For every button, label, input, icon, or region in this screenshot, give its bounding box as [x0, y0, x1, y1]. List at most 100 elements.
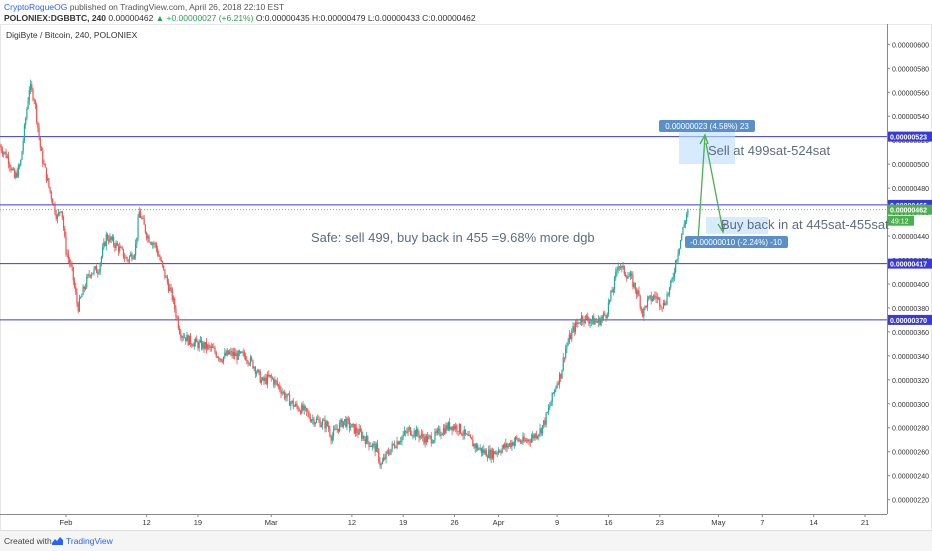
tradingview-logo-icon [52, 537, 63, 545]
candle-body [137, 217, 139, 238]
candle-body [92, 272, 94, 275]
candle-body [10, 166, 12, 171]
candle-body [550, 402, 552, 407]
candle-body [466, 433, 468, 435]
candle-body [644, 305, 646, 308]
candle-body [413, 430, 415, 436]
time-tick-label: 9 [555, 518, 559, 527]
candle-body [655, 296, 657, 299]
candle-body [62, 217, 65, 229]
candle-body [314, 422, 316, 425]
candle-body [329, 429, 331, 436]
candle-body [392, 443, 395, 445]
candle-body [264, 377, 266, 382]
candle-body [519, 440, 522, 443]
candle-body [233, 352, 236, 357]
candle-body [94, 266, 96, 269]
candle-body [170, 287, 172, 289]
candle-body [438, 428, 440, 431]
candle-body [154, 243, 156, 245]
candle-body [158, 254, 160, 257]
candle-body [222, 356, 225, 362]
candle-body [627, 276, 629, 279]
candle-body [342, 421, 344, 428]
candle-body [330, 435, 332, 441]
candle-body [127, 260, 129, 262]
candle-body [521, 442, 523, 444]
candle-body [385, 451, 387, 459]
price-chart[interactable]: 0.00000220 0.00000240 0.00000260 0.00000280… [0, 24, 932, 538]
candle-body [510, 443, 512, 448]
candle-body [350, 427, 352, 428]
candle-body [679, 239, 682, 249]
published-text: published on TradingView.com, April 26, … [69, 2, 285, 12]
candle-body [547, 408, 550, 413]
candle-body [120, 246, 122, 248]
candle-body [444, 428, 446, 434]
candle-body [292, 400, 294, 407]
candle-body [271, 377, 274, 379]
candle-body [354, 427, 357, 434]
candle-body [185, 337, 187, 342]
candle-body [247, 360, 249, 364]
candle-body [215, 352, 217, 357]
tradingview-link[interactable]: TradingView [66, 536, 113, 546]
candle-body [471, 437, 473, 440]
price-tick-label: 0.00000280 [892, 426, 929, 433]
candle-body [534, 433, 536, 439]
candle-body [357, 432, 359, 435]
down-arrowhead [717, 222, 726, 234]
candle-body [157, 248, 159, 255]
candle-body [98, 271, 100, 274]
candle-body [643, 307, 645, 317]
author-link[interactable]: CryptoRogueOG [4, 2, 68, 12]
candle-body [362, 435, 364, 439]
candle-body [395, 447, 397, 449]
time-tick-label: 16 [604, 518, 612, 527]
candle-body [141, 217, 143, 219]
candle-body [242, 352, 244, 354]
candle-body [675, 260, 677, 273]
candle-body [380, 463, 382, 466]
candle-body [199, 340, 201, 343]
footer-bar: Created with TradingView [0, 530, 932, 551]
candle-body [102, 247, 104, 257]
time-tick-label: 12 [348, 518, 356, 527]
time-tick-label: 12 [142, 518, 150, 527]
candle-body [563, 357, 566, 359]
candle-body [266, 374, 269, 384]
candle-body [390, 448, 392, 455]
candle-body [229, 352, 231, 355]
candle-body [423, 437, 425, 444]
candle-body [346, 418, 348, 427]
sell-note: Sell at 499sat-524sat [708, 143, 831, 158]
candle-body [499, 450, 501, 453]
candle-body [34, 100, 37, 105]
candle-body [26, 108, 28, 119]
time-axis[interactable]: Feb 12 19 Mar 12 19 26 Apr 9 16 23 May 7 14 21 [0, 514, 887, 527]
price-axis[interactable]: 0.00000220 0.00000240 0.00000260 0.00000280… [887, 24, 932, 514]
candle-body [616, 269, 618, 272]
candle-body [209, 346, 211, 349]
candle-body [263, 377, 265, 382]
candle-body [257, 369, 259, 373]
candle-body [332, 429, 335, 437]
candle-body [83, 286, 85, 289]
chart-frame[interactable]: 0.00000220 0.00000240 0.00000260 0.00000280… [0, 24, 932, 538]
candle-body [606, 314, 608, 318]
candle-body [467, 434, 469, 436]
candle-body [440, 435, 442, 436]
candle-body [42, 150, 44, 164]
candle-body [400, 441, 402, 443]
candle-body [428, 435, 430, 437]
candle-body [665, 303, 667, 305]
created-with-label: Created with [4, 536, 52, 546]
candle-body [227, 350, 230, 355]
candle-body [538, 434, 540, 437]
last-price: 0.00000462 [108, 13, 154, 23]
candle-body [554, 389, 556, 394]
candle-body [23, 124, 26, 141]
candle-body [262, 377, 264, 381]
candle-body [546, 412, 548, 413]
candle-body [543, 420, 545, 426]
